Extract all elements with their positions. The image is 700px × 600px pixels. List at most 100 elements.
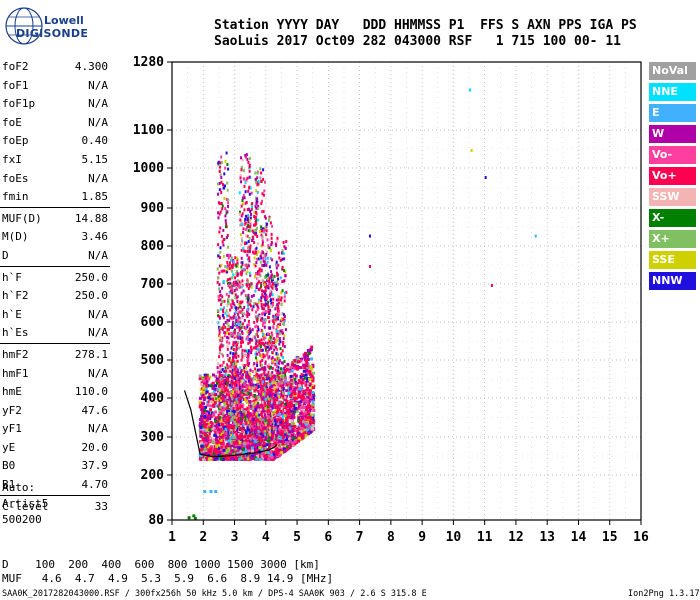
- echo-point: [220, 263, 223, 267]
- echo-point: [246, 309, 249, 313]
- echo-point: [248, 424, 250, 428]
- echo-point: [228, 327, 230, 331]
- echo-point: [293, 359, 297, 362]
- echo-point: [200, 424, 204, 428]
- echo-point: [217, 211, 220, 215]
- echo-point: [281, 312, 284, 316]
- echo-point: [307, 349, 311, 353]
- echo-point: [277, 365, 280, 369]
- echo-point: [240, 261, 243, 265]
- echo-point: [242, 193, 245, 197]
- echo-point: [252, 449, 256, 453]
- echo-point: [232, 381, 235, 385]
- echo-point: [243, 249, 246, 253]
- param-value: N/A: [88, 78, 108, 92]
- echo-point: [246, 257, 249, 261]
- echo-point: [256, 181, 259, 185]
- echo-point: [228, 425, 232, 428]
- echo-point: [219, 326, 222, 330]
- echo-point: [282, 423, 285, 427]
- echo-point: [278, 256, 281, 260]
- echo-point: [256, 257, 259, 261]
- echo-point: [267, 383, 270, 387]
- echo-point: [246, 362, 249, 366]
- echo-point: [199, 454, 203, 458]
- echo-point: [240, 271, 243, 275]
- echo-point: [240, 407, 243, 411]
- echo-point: [217, 163, 220, 167]
- echo-point: [202, 429, 206, 433]
- echo-point: [218, 283, 221, 287]
- echo-point: [201, 407, 204, 411]
- echo-point: [259, 260, 262, 264]
- echo-point: [203, 396, 207, 400]
- echo-point: [226, 264, 229, 268]
- echo-point: [221, 299, 224, 303]
- echo-point: [270, 444, 274, 448]
- echo-point: [268, 276, 271, 280]
- echo-point: [233, 412, 236, 416]
- echo-point: [280, 391, 284, 395]
- echo-point: [228, 359, 231, 363]
- echo-point: [254, 229, 257, 233]
- echo-point: [215, 388, 219, 392]
- echo-point: [241, 261, 244, 265]
- echo-point: [239, 300, 242, 304]
- echo-point: [198, 418, 202, 422]
- echo-point: [248, 377, 250, 381]
- echo-point: [259, 420, 262, 424]
- echo-point: [310, 421, 314, 425]
- echo-point: [264, 348, 267, 352]
- echo-point: [263, 296, 266, 300]
- echo-point: [227, 428, 230, 432]
- echo-point: [274, 398, 277, 402]
- echo-point: [246, 312, 249, 316]
- echo-point: [232, 433, 235, 437]
- echo-point: [268, 341, 271, 345]
- echo-point: [246, 414, 249, 418]
- echo-point: [253, 223, 255, 227]
- echo-point: [256, 304, 259, 308]
- echo-point: [277, 446, 281, 450]
- echo-point: [238, 403, 240, 407]
- echo-point: [266, 391, 269, 395]
- echo-point: [262, 311, 264, 315]
- echo-point: [243, 365, 246, 369]
- echo-point: [270, 378, 273, 382]
- echo-point: [237, 333, 240, 337]
- echo-point: [234, 443, 238, 447]
- echo-point: [281, 280, 284, 284]
- echo-point: [248, 406, 251, 409]
- echo-point: [238, 322, 241, 326]
- echo-point: [198, 400, 202, 404]
- echo-point: [244, 242, 246, 246]
- echo-point: [225, 209, 228, 213]
- echo-point: [258, 390, 261, 394]
- echo-point: [241, 285, 243, 289]
- echo-point: [220, 426, 223, 429]
- echo-point: [255, 372, 258, 376]
- echo-point: [227, 204, 229, 208]
- echo-point: [198, 377, 202, 381]
- echo-point: [242, 410, 246, 414]
- echo-point: [269, 392, 272, 396]
- echo-point: [289, 386, 292, 390]
- echo-point: [246, 249, 249, 253]
- echo-point: [226, 377, 229, 381]
- echo-point: [236, 449, 240, 453]
- echo-point: [230, 286, 233, 290]
- echo-point: [229, 441, 233, 445]
- echo-point: [238, 400, 240, 404]
- echo-point: [309, 373, 313, 377]
- echo-point: [247, 280, 250, 284]
- echo-point: [238, 377, 241, 381]
- echo-point: [243, 378, 246, 382]
- echo-point: [202, 386, 206, 390]
- echo-point: [234, 367, 237, 371]
- param-row-yf1: yF1 N/A: [0, 420, 112, 439]
- echo-point: [273, 383, 276, 387]
- echo-point: [222, 255, 225, 258]
- echo-point: [266, 353, 269, 357]
- echo-point: [272, 297, 275, 301]
- echo-point: [205, 412, 208, 416]
